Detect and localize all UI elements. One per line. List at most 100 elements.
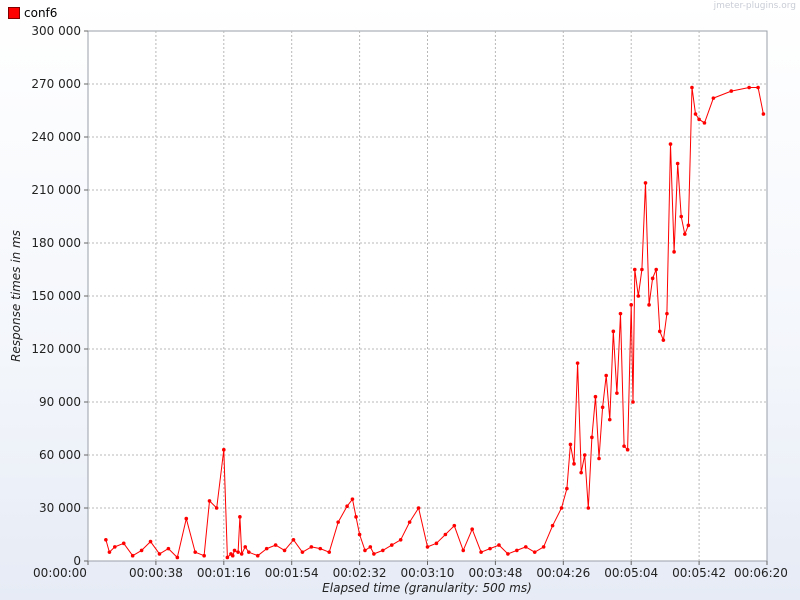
legend-swatch-conf6 <box>8 7 20 19</box>
series-group <box>104 85 766 560</box>
y-tick-label: 180 000 <box>31 236 81 250</box>
data-point <box>622 444 626 448</box>
data-point <box>425 545 430 549</box>
data-point <box>647 303 651 307</box>
data-point <box>597 456 601 461</box>
data-point <box>372 552 376 556</box>
data-point <box>650 276 655 281</box>
x-tick-label: 00:03:10 <box>401 566 455 580</box>
data-point <box>661 338 666 342</box>
x-tick-label: 00:00:38 <box>129 566 183 580</box>
data-point <box>506 552 510 556</box>
data-point <box>523 545 528 549</box>
data-point <box>611 329 616 334</box>
data-point <box>368 545 373 549</box>
data-point <box>222 447 226 452</box>
y-tick-label: 90 000 <box>39 395 81 409</box>
x-tick-label: 00:02:32 <box>333 566 387 580</box>
x-tick-label: 00:01:54 <box>265 566 319 580</box>
data-point <box>640 267 644 272</box>
data-point <box>675 161 680 166</box>
data-point <box>631 400 635 404</box>
data-point <box>729 89 734 93</box>
data-point <box>336 520 340 524</box>
data-point <box>381 548 385 553</box>
data-point <box>461 548 466 553</box>
data-point <box>130 553 135 558</box>
data-point <box>264 546 269 551</box>
x-tick-label: 00:05:42 <box>672 566 726 580</box>
data-point <box>398 538 403 542</box>
y-tick-label: 60 000 <box>39 448 81 462</box>
data-point <box>572 462 576 466</box>
grid <box>88 31 767 561</box>
x-tick-label: 00:03:48 <box>468 566 522 580</box>
data-point <box>761 112 766 116</box>
data-point <box>565 486 569 491</box>
data-point <box>550 523 555 528</box>
data-point <box>686 223 691 228</box>
x-tick-label: 00:05:04 <box>604 566 658 580</box>
x-tick-label: 00:00:00 <box>33 566 87 580</box>
data-point <box>515 548 519 553</box>
data-point <box>389 543 394 547</box>
data-point <box>230 553 235 558</box>
data-point <box>615 391 619 395</box>
data-point <box>113 545 117 549</box>
data-point <box>148 539 153 544</box>
data-point <box>586 506 591 510</box>
data-point <box>607 417 612 422</box>
data-point <box>255 553 260 558</box>
data-point <box>318 546 323 551</box>
data-point <box>166 546 171 551</box>
y-tick-label: 0 <box>73 554 81 568</box>
data-point <box>345 504 349 509</box>
data-point <box>479 550 483 554</box>
x-tick-label: 00:01:16 <box>197 566 251 580</box>
data-point <box>309 545 314 549</box>
data-point <box>582 453 587 457</box>
data-point <box>416 506 421 510</box>
data-point <box>629 303 633 307</box>
data-point <box>679 214 684 219</box>
data-point <box>568 442 573 447</box>
data-point <box>207 499 212 503</box>
data-point <box>690 85 694 90</box>
data-point <box>443 532 448 537</box>
y-tick-label: 120 000 <box>31 342 81 356</box>
data-point <box>452 523 457 528</box>
legend-label-conf6: conf6 <box>24 6 58 20</box>
data-point <box>488 546 492 551</box>
data-point <box>590 435 594 440</box>
data-point <box>247 550 251 554</box>
data-point <box>350 497 355 501</box>
data-point <box>559 506 564 510</box>
data-point <box>604 373 608 378</box>
data-point <box>121 541 126 546</box>
data-point <box>579 470 583 475</box>
x-tick-label: 00:04:26 <box>536 566 590 580</box>
y-tick-label: 300 000 <box>31 24 81 38</box>
data-point <box>139 548 144 553</box>
y-axis-ticks: 0 30 000 60 000 90 000 120 000 150 000 180 000… <box>31 24 88 568</box>
data-point <box>434 541 439 546</box>
data-point <box>618 311 623 316</box>
data-point <box>291 538 296 542</box>
data-point <box>697 117 701 122</box>
data-point <box>683 232 687 236</box>
data-point <box>238 515 242 519</box>
data-point <box>593 394 598 399</box>
data-point <box>600 405 605 410</box>
data-point <box>711 96 716 100</box>
data-point <box>654 267 659 272</box>
data-point <box>632 267 637 272</box>
data-point <box>202 553 206 558</box>
data-point <box>702 121 707 125</box>
data-point <box>104 538 108 542</box>
data-point <box>756 85 760 90</box>
y-tick-label: 270 000 <box>31 77 81 91</box>
y-axis-title: Response times in ms <box>9 230 23 362</box>
y-tick-label: 30 000 <box>39 501 81 515</box>
legend: conf6 <box>8 5 57 21</box>
data-point <box>193 550 198 554</box>
